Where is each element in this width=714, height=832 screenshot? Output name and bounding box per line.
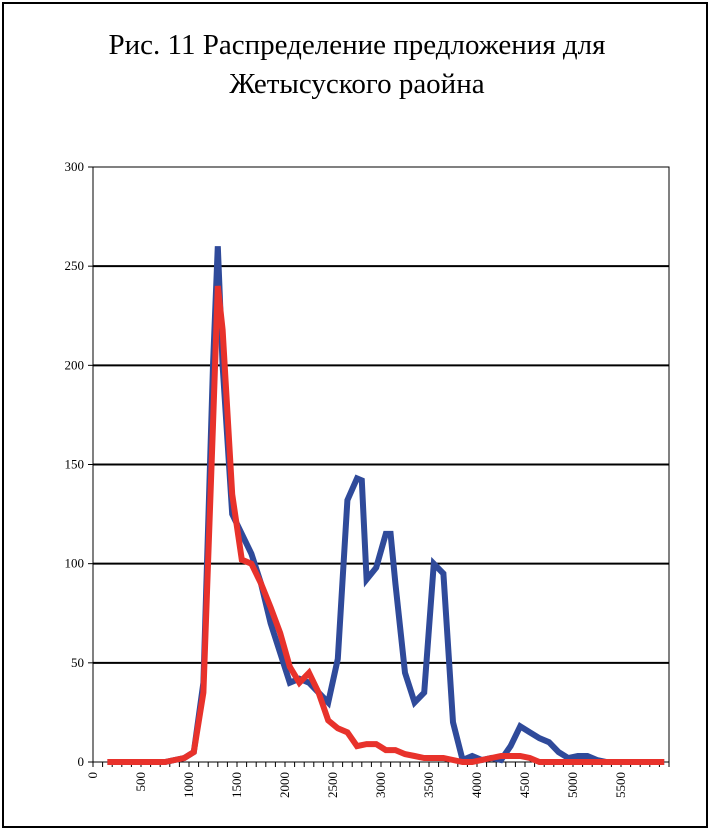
- y-tick-label: 200: [65, 357, 85, 372]
- x-tick-label: 2500: [325, 772, 340, 798]
- x-tick-label: 3500: [421, 772, 436, 798]
- x-tick-label: 4500: [517, 772, 532, 798]
- x-tick-label: 1000: [181, 772, 196, 798]
- x-tick-label: 3000: [373, 772, 388, 798]
- chart-title-line-1: Рис. 11 Распределение предложения для: [108, 29, 606, 61]
- x-axis-ticks: 0 500 1000 1500 2000 2500 3000 3500 4000 4500 5000…: [85, 762, 670, 798]
- series-line-2: [107, 285, 665, 765]
- chart-title: Рис. 11 Распределение предложения для Же…: [0, 26, 714, 104]
- y-tick-label: 250: [65, 258, 85, 273]
- y-tick-label: 300: [65, 159, 85, 174]
- series-line-1: [107, 246, 665, 765]
- y-tick-label: 50: [71, 655, 84, 670]
- x-tick-label: 1500: [229, 772, 244, 798]
- x-tick-label: 500: [133, 772, 148, 792]
- y-axis-ticks: 0 50 100 150 200 250 300: [65, 159, 93, 769]
- x-tick-label: 0: [85, 772, 100, 779]
- y-tick-label: 0: [78, 754, 85, 769]
- chart-title-line-2: Жетысуского раойна: [229, 68, 485, 100]
- x-tick-label: 5000: [565, 772, 580, 798]
- x-tick-label: 5500: [613, 772, 628, 798]
- x-tick-label: 2000: [277, 772, 292, 798]
- y-tick-label: 150: [65, 457, 85, 472]
- gridlines: [93, 265, 669, 664]
- x-tick-label: 4000: [469, 772, 484, 798]
- series-lines: [107, 246, 665, 765]
- y-tick-label: 100: [65, 556, 85, 571]
